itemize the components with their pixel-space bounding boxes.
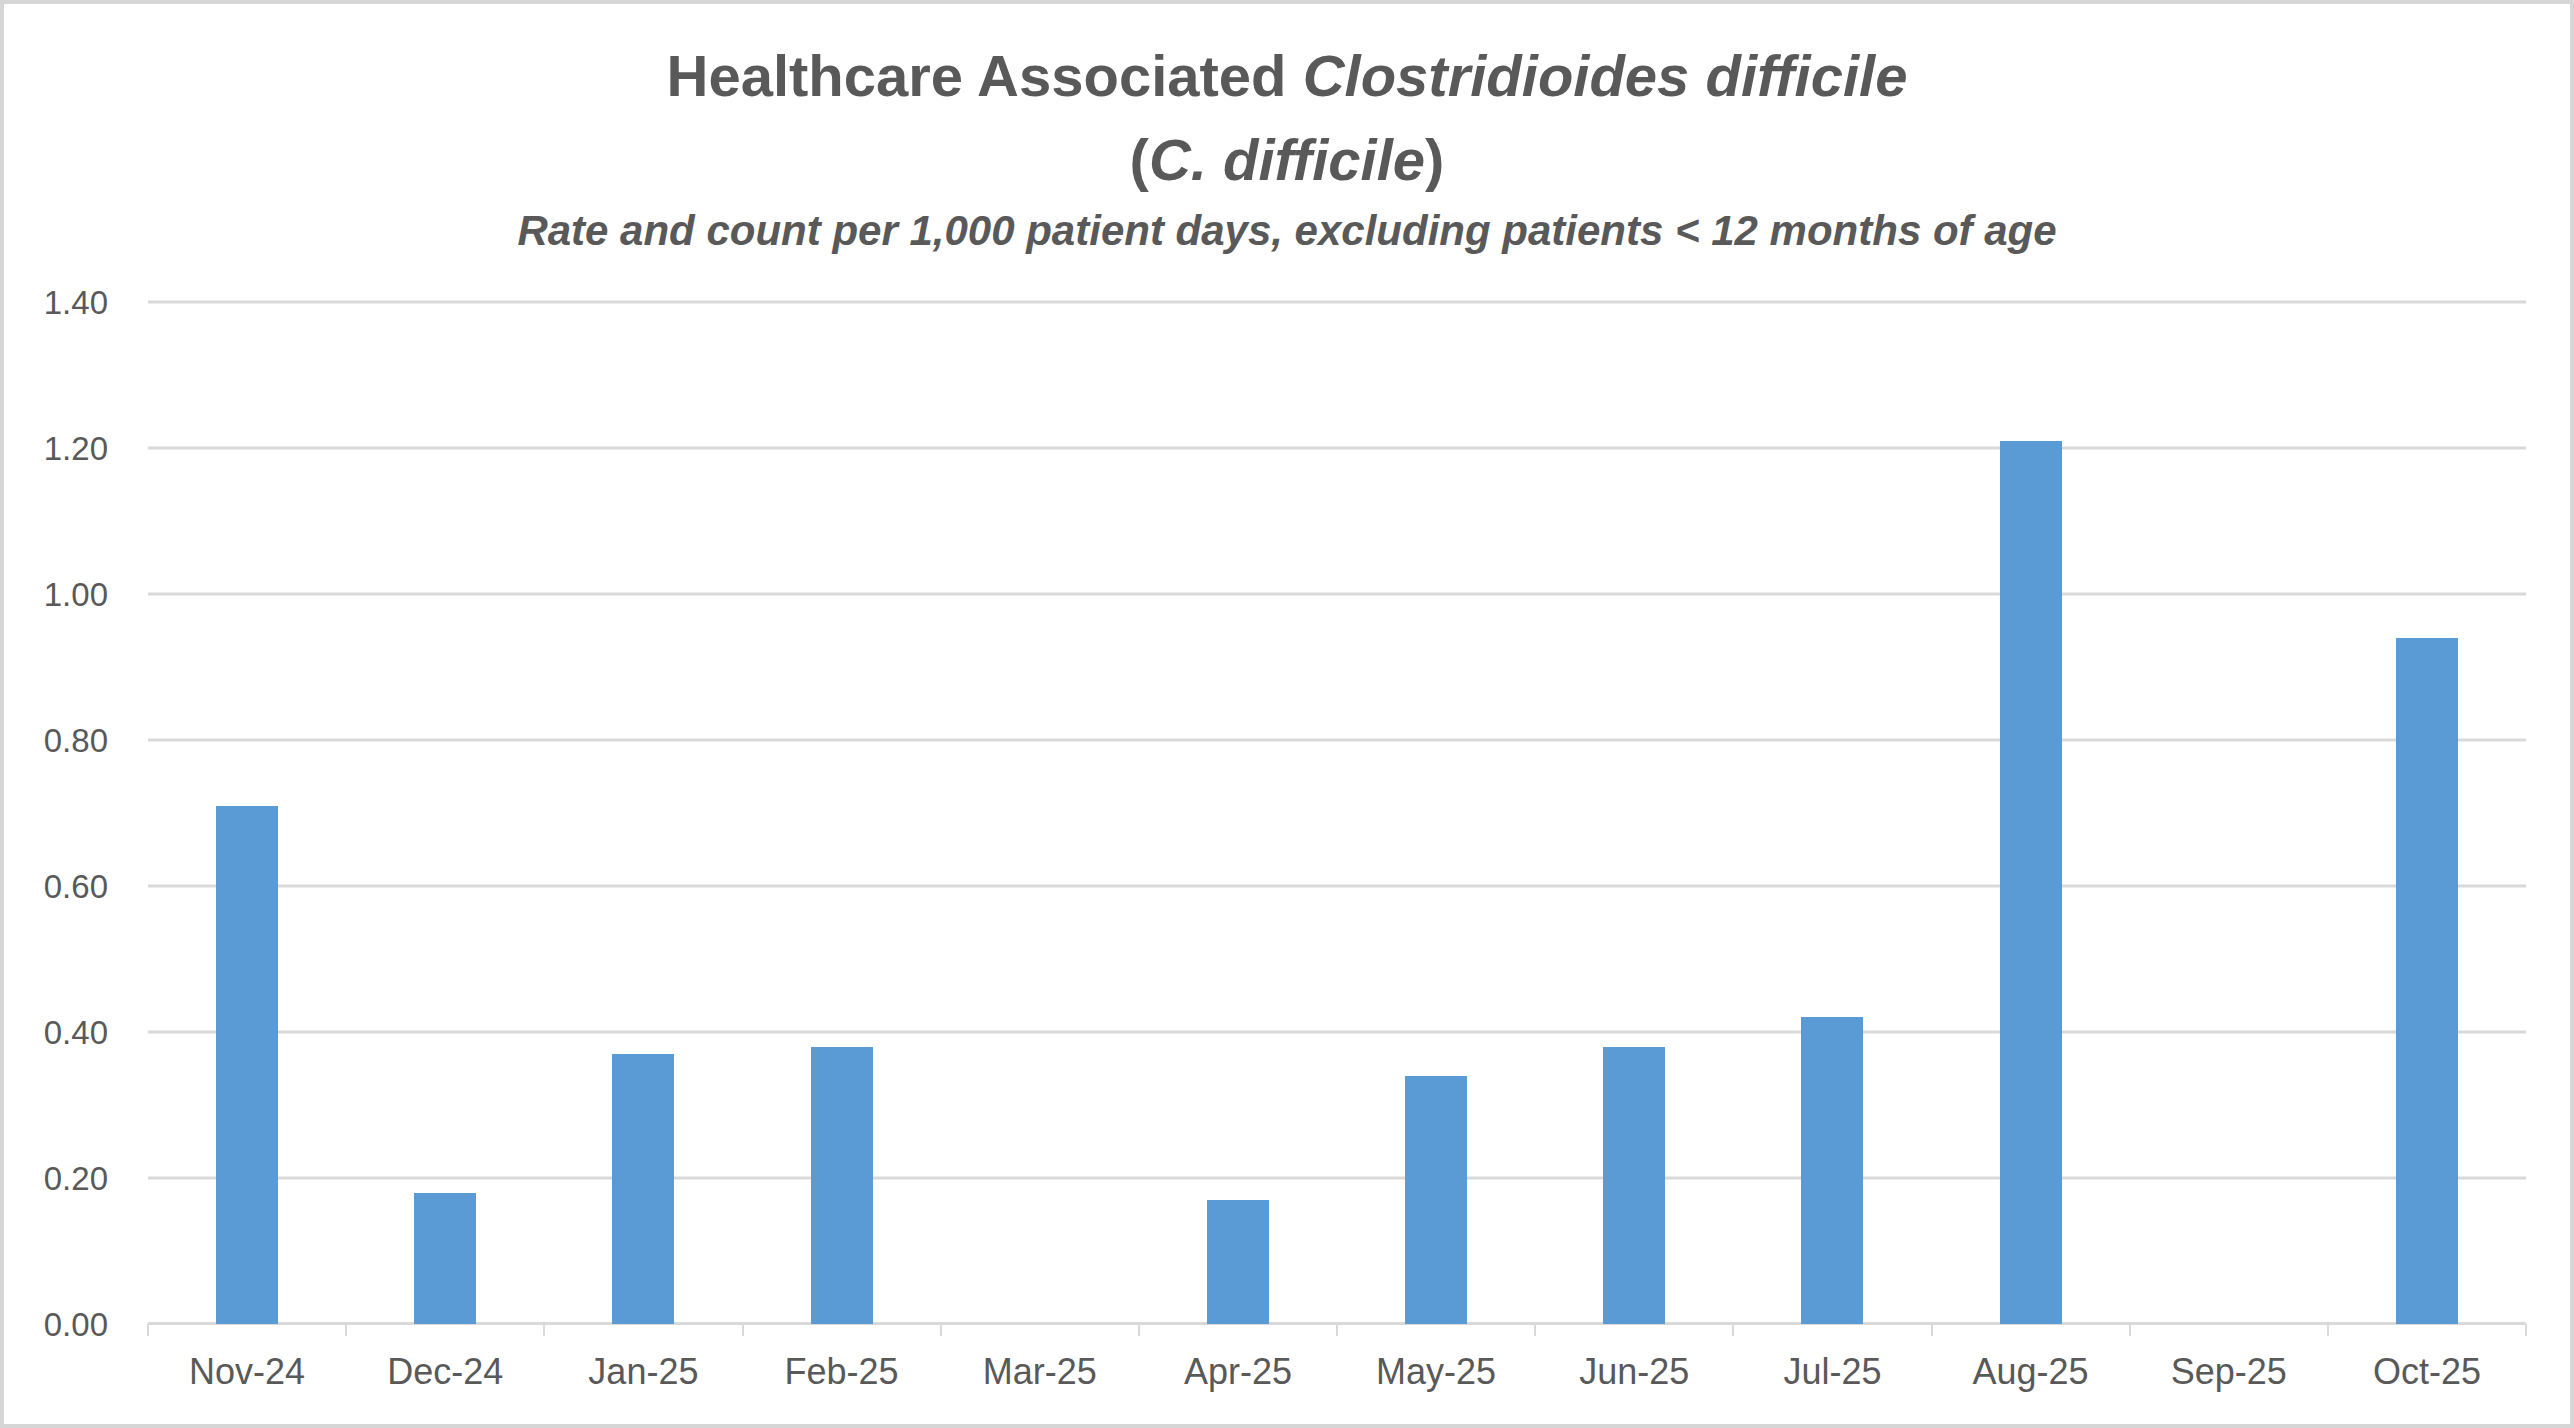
bar xyxy=(2396,638,2458,1324)
title-italic-text: Clostridioides difficile xyxy=(1303,43,1908,108)
x-axis-tick-mark xyxy=(742,1324,744,1336)
chart-title-block: Healthcare Associated Clostridioides dif… xyxy=(4,34,2570,260)
x-axis-tick-label: Mar-25 xyxy=(983,1354,1097,1390)
title-regular-text: Healthcare Associated xyxy=(667,43,1303,108)
title-italic-abbrev: C. difficile xyxy=(1149,127,1425,192)
x-axis-tick-label: May-25 xyxy=(1376,1354,1496,1390)
bar xyxy=(2000,441,2062,1324)
x-axis-tick-label: Jul-25 xyxy=(1783,1354,1881,1390)
x-axis-tick-mark xyxy=(940,1324,942,1336)
y-axis-tick-label: 0.00 xyxy=(4,1308,108,1341)
x-axis-tick-label: Dec-24 xyxy=(387,1354,503,1390)
y-axis-tick-label: 0.20 xyxy=(4,1162,108,1195)
x-axis-tick-mark xyxy=(147,1324,149,1336)
gridline xyxy=(148,885,2526,888)
y-axis-tick-label: 1.20 xyxy=(4,432,108,465)
y-axis-tick-label: 1.40 xyxy=(4,286,108,319)
bar xyxy=(811,1047,873,1324)
chart-title-line-1: Healthcare Associated Clostridioides dif… xyxy=(4,34,2570,118)
x-axis-tick-label: Aug-25 xyxy=(1973,1354,2089,1390)
x-axis-tick-label: Apr-25 xyxy=(1184,1354,1292,1390)
bar xyxy=(216,806,278,1324)
x-axis-tick-mark xyxy=(345,1324,347,1336)
x-axis-tick-mark xyxy=(1138,1324,1140,1336)
x-axis-tick-label: Oct-25 xyxy=(2373,1354,2481,1390)
x-axis-tick-label: Nov-24 xyxy=(189,1354,305,1390)
x-axis-tick-mark xyxy=(2525,1324,2527,1336)
bar xyxy=(414,1193,476,1324)
x-axis-tick-label: Feb-25 xyxy=(785,1354,899,1390)
bar xyxy=(1207,1200,1269,1324)
gridline xyxy=(148,593,2526,596)
gridline xyxy=(148,447,2526,450)
y-axis-tick-label: 1.00 xyxy=(4,578,108,611)
bar xyxy=(1405,1076,1467,1324)
x-axis-tick-label: Jan-25 xyxy=(588,1354,698,1390)
title-paren-open: ( xyxy=(1130,127,1149,192)
bar xyxy=(1801,1017,1863,1324)
x-axis-tick-mark xyxy=(1534,1324,1536,1336)
gridline xyxy=(148,1031,2526,1034)
x-axis-tick-mark xyxy=(1732,1324,1734,1336)
chart: Healthcare Associated Clostridioides dif… xyxy=(0,0,2574,1428)
x-axis-tick-label: Sep-25 xyxy=(2171,1354,2287,1390)
y-axis-tick-label: 0.40 xyxy=(4,1016,108,1049)
gridline xyxy=(148,301,2526,304)
y-axis-tick-label: 0.80 xyxy=(4,724,108,757)
x-axis-tick-mark xyxy=(543,1324,545,1336)
gridline xyxy=(148,1177,2526,1180)
chart-subtitle: Rate and count per 1,000 patient days, e… xyxy=(4,202,2570,260)
title-paren-close: ) xyxy=(1425,127,1444,192)
gridline xyxy=(148,739,2526,742)
plot-area xyxy=(148,302,2526,1324)
bar xyxy=(1603,1047,1665,1324)
x-axis-tick-mark xyxy=(2327,1324,2329,1336)
chart-title-line-2: (C. difficile) xyxy=(4,118,2570,202)
x-axis-tick-mark xyxy=(1931,1324,1933,1336)
x-axis-tick-mark xyxy=(2129,1324,2131,1336)
x-axis-tick-mark xyxy=(1336,1324,1338,1336)
bar xyxy=(612,1054,674,1324)
y-axis-tick-label: 0.60 xyxy=(4,870,108,903)
x-axis-tick-label: Jun-25 xyxy=(1579,1354,1689,1390)
